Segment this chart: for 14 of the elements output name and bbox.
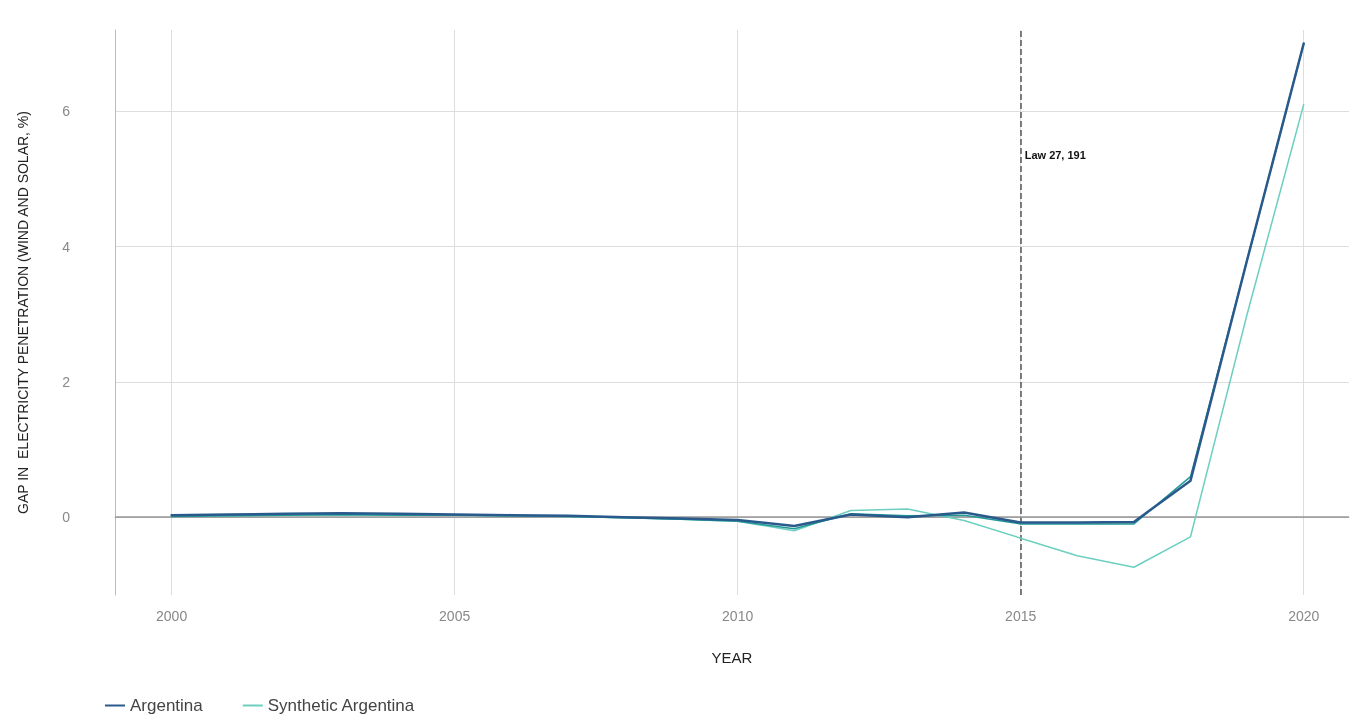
y-tick-label: 2 <box>62 373 71 390</box>
x-axis-title: YEAR <box>711 649 753 666</box>
y-tick-label: 4 <box>62 238 71 255</box>
x-tick-label: 2000 <box>156 608 188 624</box>
legend-label: Synthetic Argentina <box>267 696 415 715</box>
y-axis-title: GAP IN ELECTRICITY PENETRATION (WIND AND SOLAR, %) <box>15 111 31 514</box>
x-tick-label: 2020 <box>1288 608 1320 624</box>
y-tick-label: 6 <box>62 103 71 120</box>
legend-label: Argentina <box>130 696 204 715</box>
x-tick-label: 2005 <box>439 608 471 624</box>
x-tick-label: 2015 <box>1005 608 1037 624</box>
x-tick-label: 2010 <box>722 608 754 624</box>
ref-line-label: Law 27, 191 <box>1024 149 1086 161</box>
y-tick-label: 0 <box>62 509 71 526</box>
